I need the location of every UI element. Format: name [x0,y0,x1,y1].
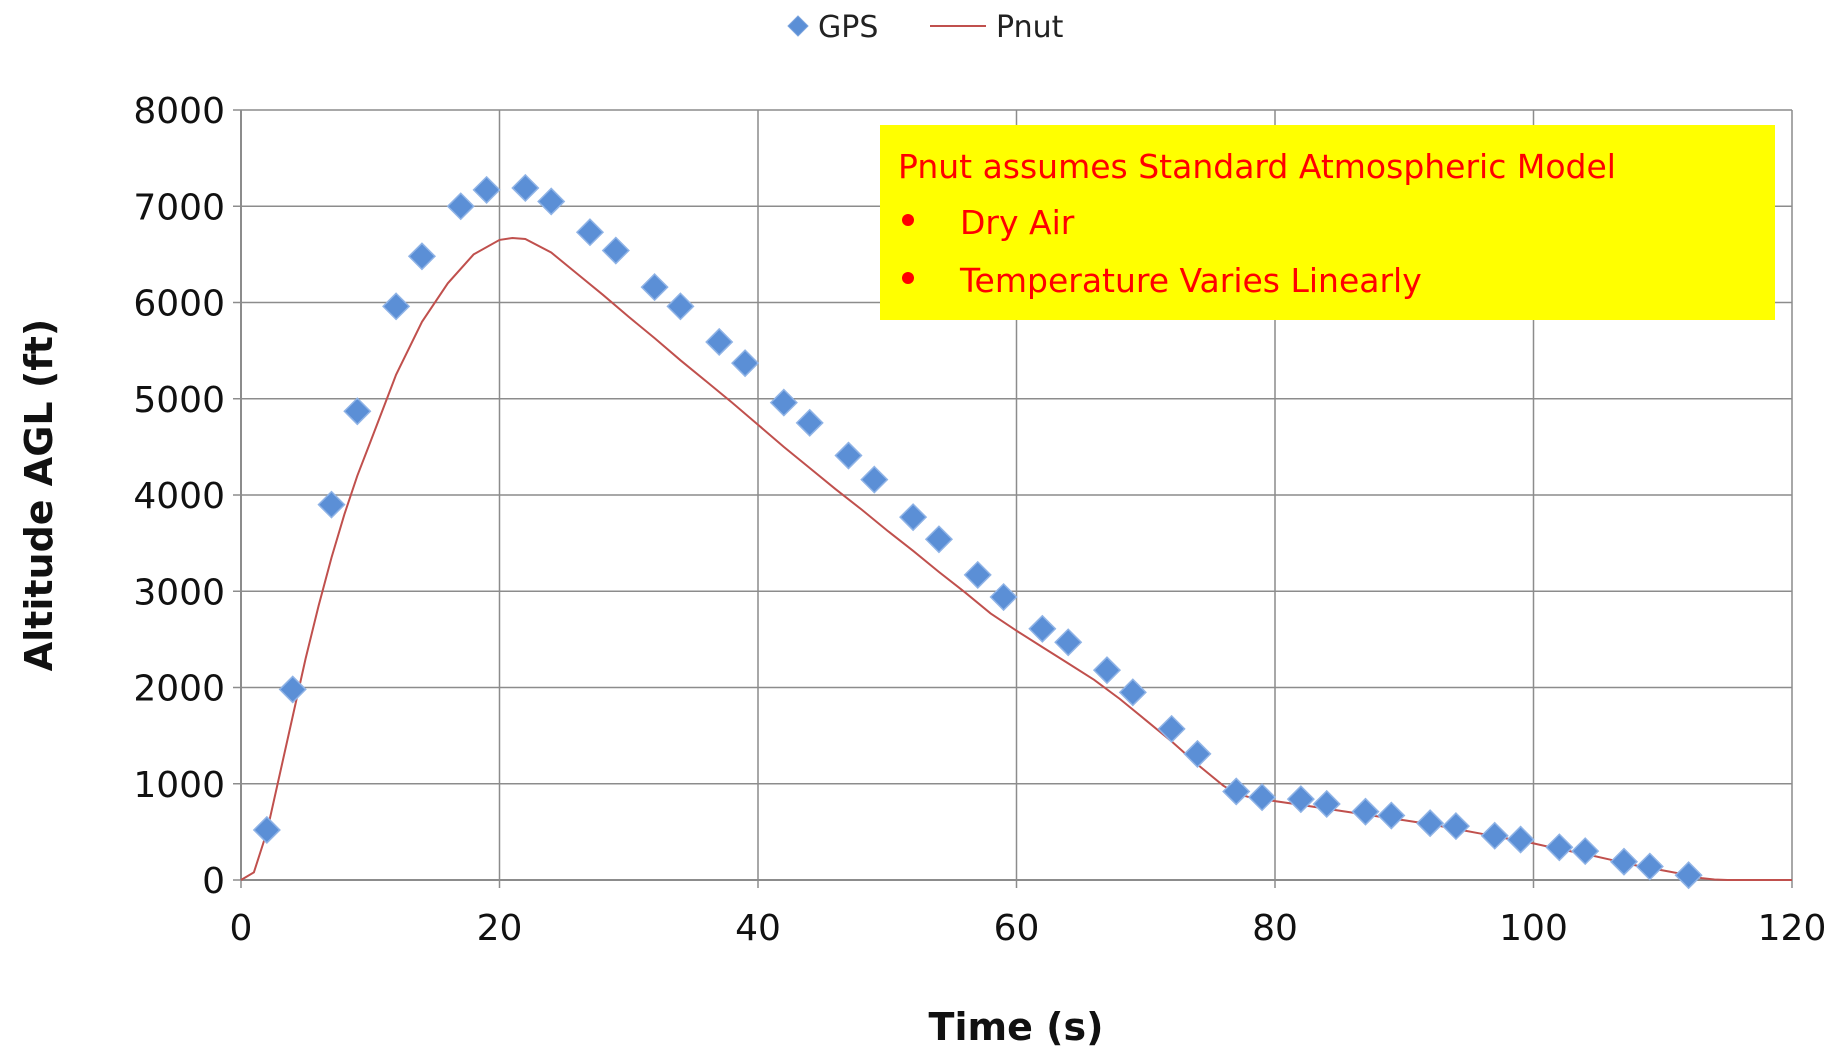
x-tick-label: 40 [735,908,781,949]
annotation-box: Pnut assumes Standard Atmospheric Model … [880,125,1775,320]
legend: GPS Pnut [787,10,1064,45]
gps-point [278,675,307,704]
annotation-bullet-2: Temperature Varies Linearly [959,261,1422,300]
gps-point [1545,833,1574,862]
gps-point [1571,837,1600,866]
gps-point [1183,739,1212,768]
gps-point [407,242,437,271]
gps-point [834,441,863,470]
gps-point [511,173,540,203]
gps-point [1092,656,1122,685]
x-axis-title: Time (s) [929,1005,1104,1049]
gps-point [924,525,954,554]
legend-gps-marker [787,15,809,37]
gps-point [1416,809,1445,838]
y-tick-label: 1000 [133,765,225,806]
x-tick-label: 80 [1252,908,1298,949]
gps-point [769,388,798,417]
gps-series-points [252,173,1703,890]
x-tick-label: 0 [230,908,253,949]
gps-point [1286,785,1315,814]
gps-point [575,218,605,247]
gps-point [1351,797,1380,826]
legend-gps-label: GPS [818,10,878,45]
gps-point [989,582,1018,612]
gps-point [1609,847,1639,876]
gps-point [343,397,372,426]
annotation-bullet-1: Dry Air [960,203,1075,242]
gps-point [252,815,281,845]
y-axis-title: Altitude AGL (ft) [17,319,61,672]
y-tick-label: 2000 [133,669,225,710]
x-tick-label: 120 [1758,908,1827,949]
gps-point [472,175,501,204]
gps-point [1674,861,1703,890]
gps-point [1028,614,1057,643]
gps-point [382,292,411,321]
y-tick-label: 3000 [133,572,225,613]
gps-point [1635,852,1664,881]
gps-point [1157,714,1186,743]
y-tick-label: 4000 [133,476,225,517]
gps-point [446,192,475,221]
gps-point [601,236,630,265]
x-tick-label: 100 [1499,908,1568,949]
x-tick-labels: 0 20 40 60 80 100 120 [230,908,1827,949]
annotation-background [880,125,1775,320]
legend-pnut-label: Pnut [996,10,1064,45]
gps-point [1312,789,1341,819]
y-tick-label: 8000 [133,91,225,132]
gps-point [963,560,992,589]
y-tick-label: 5000 [133,380,225,421]
y-tick-labels: 0 1000 2000 3000 4000 5000 6000 7000 8000 [133,91,225,902]
gps-point [317,490,346,519]
gps-point [705,327,734,357]
gps-point [666,292,695,321]
gps-point [1248,783,1277,812]
y-tick-label: 0 [202,861,225,902]
annotation-title: Pnut assumes Standard Atmospheric Model [898,147,1616,186]
gps-point [899,503,928,532]
gps-point [537,187,566,216]
annotation-bullet-1-dot [902,214,914,226]
annotation-bullet-2-dot [902,272,914,284]
gps-point [795,408,824,437]
y-tick-label: 7000 [133,187,225,228]
y-tick-label: 6000 [133,284,225,325]
gps-point [1441,812,1471,841]
x-tick-label: 60 [994,908,1040,949]
gps-point [1480,821,1509,850]
gps-point [731,349,760,378]
gps-point [640,273,669,302]
gps-point [860,465,889,494]
gps-point [1222,777,1251,806]
gps-point [1118,678,1147,707]
gps-point [1377,801,1406,830]
x-tick-label: 20 [477,908,523,949]
gps-point [1506,825,1535,854]
gps-point [1054,628,1083,657]
